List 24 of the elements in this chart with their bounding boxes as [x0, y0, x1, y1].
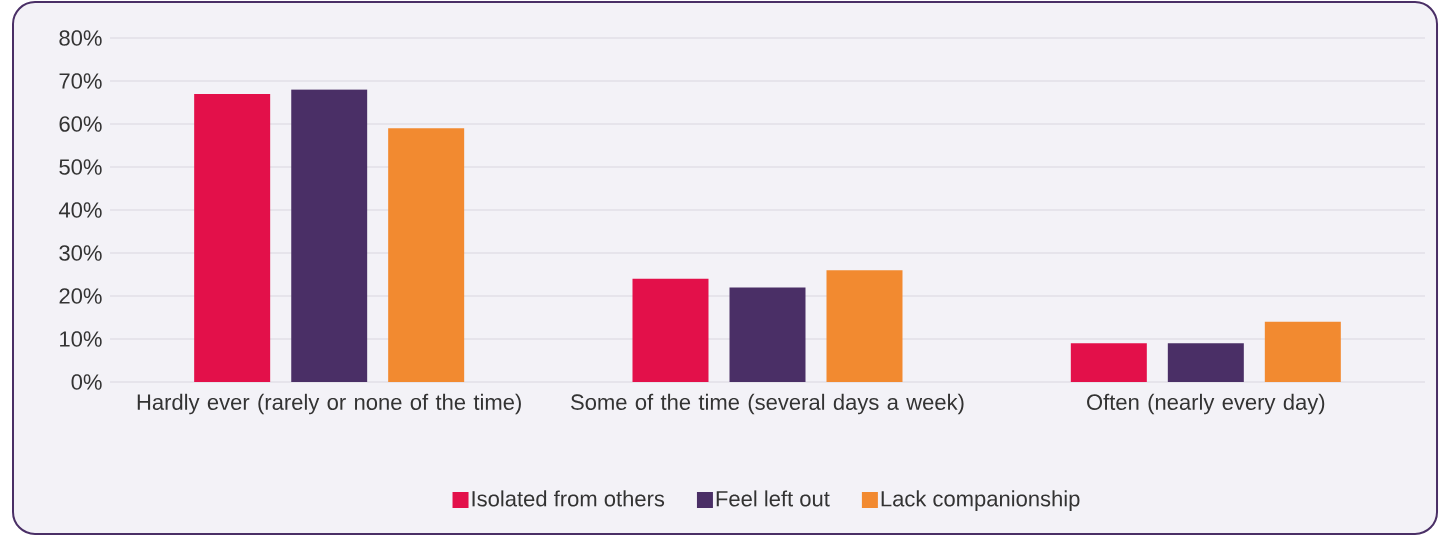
- bar: [388, 128, 465, 382]
- legend-label: Feel left out: [716, 490, 830, 507]
- x-tick-label: Often (nearly every day): [1087, 393, 1325, 415]
- y-tick-label: 60%: [59, 116, 102, 132]
- legend-label: Lack companionship: [881, 490, 1080, 511]
- bar: [291, 89, 368, 382]
- bar: [826, 270, 903, 382]
- y-tick-label: 30%: [59, 245, 102, 261]
- bar: [1167, 343, 1244, 382]
- y-tick-label: 20%: [59, 288, 102, 304]
- bar: [632, 278, 709, 382]
- bar: [1070, 343, 1147, 382]
- y-tick-label: 70%: [59, 73, 102, 89]
- bar: [729, 287, 806, 382]
- bar: [1264, 321, 1341, 382]
- y-tick-label: 10%: [60, 331, 102, 347]
- x-tick-label: Hardly ever (rarely or none of the time): [137, 393, 521, 415]
- x-tick-label: Some of the time (several days a week): [571, 393, 964, 415]
- y-tick-label: 50%: [59, 159, 102, 175]
- y-tick-label: 80%: [59, 30, 102, 46]
- y-tick-label: 40%: [58, 202, 102, 218]
- legend-label: Isolated from others: [472, 490, 665, 507]
- bar: [194, 93, 271, 382]
- y-tick-label: 0%: [71, 374, 102, 390]
